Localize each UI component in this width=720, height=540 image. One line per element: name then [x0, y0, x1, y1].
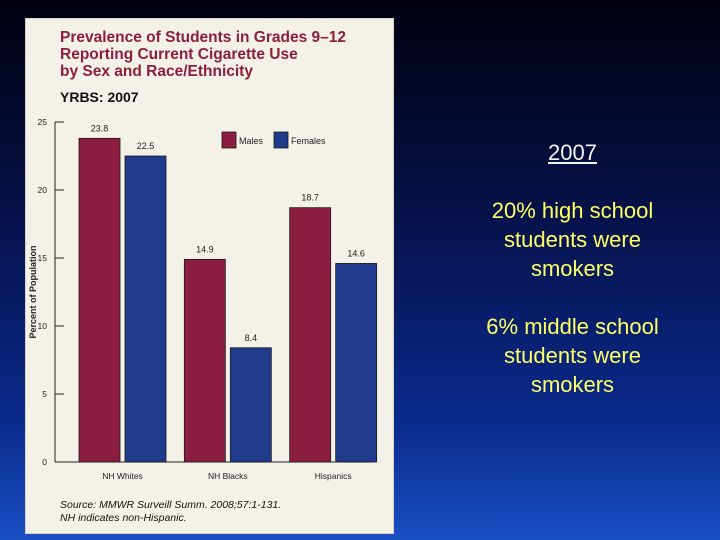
summary-text: 2007 20% high school students were smoke…: [440, 138, 705, 428]
y-tick-label: 20: [38, 185, 48, 195]
stat-line: smokers: [530, 256, 615, 281]
y-tick-label: 5: [42, 389, 47, 399]
stat-line: smokers: [530, 372, 615, 397]
source-line: NH indicates non-Hispanic.: [60, 511, 187, 524]
legend-swatch: [273, 131, 289, 149]
chart-panel: Prevalence of Students in Grades 9–12 Re…: [25, 18, 394, 534]
bar-females-2: [229, 347, 272, 463]
stat-line: students were: [504, 343, 641, 368]
stat-line: 6% middle school: [486, 314, 659, 339]
chart-title: Prevalence of Students in Grades 9–12 Re…: [60, 29, 380, 80]
chart-source: Source: MMWR Surveill Summ. 2008;57:1-13…: [60, 499, 390, 524]
bar-males-3: [289, 207, 332, 463]
chart-subtitle: YRBS: 2007: [60, 89, 139, 105]
data-label: 18.7: [301, 193, 319, 203]
x-tick-label: NH Blacks: [208, 471, 248, 481]
chart-title-line: Prevalence of Students in Grades 9–12: [60, 29, 347, 46]
data-label: 14.6: [347, 248, 365, 258]
stat-line: students were: [504, 227, 641, 252]
legend-label: Males: [239, 136, 264, 146]
y-axis-label: Percent of Population: [28, 245, 38, 338]
stat-line: 20% high school: [491, 198, 654, 223]
middle-school-stat: 6% middle school students were smokers: [440, 312, 705, 399]
data-label: 23.8: [91, 123, 109, 133]
y-tick-label: 10: [38, 321, 48, 331]
y-tick-label: 15: [38, 253, 48, 263]
y-tick-label: 0: [42, 457, 47, 467]
legend-swatch: [221, 131, 237, 149]
data-label: 22.5: [137, 141, 155, 151]
bar-males-2: [183, 258, 226, 463]
bar-males-1: [78, 137, 121, 463]
x-tick-label: Hispanics: [315, 471, 352, 481]
summary-year: 2007: [548, 140, 597, 165]
bar-chart: 0 5 10 15 20 25 Percent of Population 23.8 22.5 N…: [28, 117, 378, 481]
source-line: Source: MMWR Surveill Summ. 2008;57:1-13…: [60, 499, 282, 511]
legend-label: Females: [291, 136, 326, 146]
x-tick-label: NH Whites: [102, 471, 143, 481]
data-label: 8.4: [245, 333, 258, 343]
bar-females-3: [335, 263, 378, 463]
y-tick-label: 25: [38, 117, 48, 127]
bar-females-1: [124, 155, 167, 463]
chart-title-line: by Sex and Race/Ethnicity: [60, 63, 253, 80]
high-school-stat: 20% high school students were smokers: [440, 196, 705, 283]
chart-title-line: Reporting Current Cigarette Use: [60, 46, 298, 63]
data-label: 14.9: [196, 244, 214, 254]
